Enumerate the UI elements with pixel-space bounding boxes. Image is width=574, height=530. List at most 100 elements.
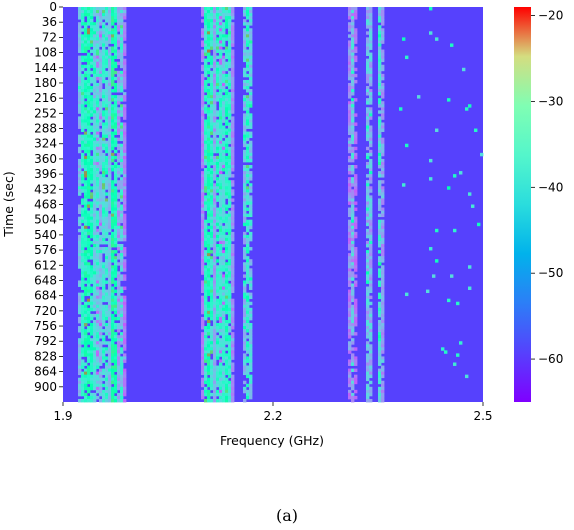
- heatmap-cell: [228, 392, 232, 397]
- heatmap-cell: [246, 180, 250, 184]
- heatmap-cell: [117, 362, 121, 366]
- heatmap-cell: [204, 131, 208, 136]
- heatmap-cell: [381, 307, 385, 312]
- heatmap-cell: [108, 277, 112, 281]
- heatmap-cell: [93, 28, 97, 32]
- heatmap-cell: [201, 174, 205, 178]
- heatmap-cell: [219, 7, 223, 11]
- heatmap-cell: [228, 168, 232, 172]
- heatmap-cell: [102, 171, 106, 175]
- heatmap-cell: [90, 180, 94, 184]
- heatmap-cell: [81, 16, 85, 20]
- heatmap-cell: [117, 395, 121, 400]
- heatmap-cell: [222, 119, 226, 123]
- heatmap-cell: [117, 55, 121, 60]
- heatmap-cell: [381, 268, 385, 272]
- heatmap-cell: [381, 313, 385, 318]
- heatmap-cell: [201, 389, 205, 394]
- heatmap-cell: [108, 313, 112, 318]
- heatmap-cell: [231, 152, 235, 157]
- heatmap-cell: [207, 16, 211, 20]
- heatmap-cell: [78, 371, 82, 376]
- heatmap-cell: [219, 389, 223, 394]
- heatmap-cell: [102, 22, 106, 26]
- heatmap-cell: [351, 253, 355, 257]
- heatmap-cell: [351, 316, 355, 321]
- heatmap-cell: [204, 231, 208, 236]
- heatmap-cell: [249, 383, 253, 388]
- heatmap-cell: [249, 152, 253, 157]
- heatmap-cell: [219, 204, 223, 208]
- heatmap-cell: [249, 323, 253, 327]
- heatmap-cell: [117, 234, 121, 239]
- heatmap-cell: [117, 326, 121, 330]
- heatmap-cell: [123, 268, 127, 272]
- heatmap-cell: [201, 13, 205, 17]
- heatmap-cell: [219, 247, 223, 251]
- heatmap-cell: [249, 301, 253, 306]
- heatmap-cell: [231, 319, 235, 324]
- heatmap-cell: [96, 237, 100, 242]
- heatmap-cell: [228, 152, 232, 157]
- heatmap-cell: [96, 67, 100, 72]
- heatmap-cell: [480, 152, 484, 157]
- heatmap-cell: [222, 37, 226, 41]
- heatmap-cell: [90, 192, 94, 196]
- heatmap-cell: [201, 86, 205, 90]
- heatmap-cell: [216, 398, 220, 403]
- heatmap-cell: [123, 149, 127, 154]
- heatmap-cell: [378, 140, 382, 145]
- heatmap-cell: [102, 177, 106, 181]
- heatmap-cell: [213, 131, 217, 136]
- heatmap-cell: [249, 295, 253, 300]
- heatmap-cell: [87, 107, 91, 111]
- heatmap-cell: [123, 389, 127, 394]
- heatmap-cell: [249, 195, 253, 199]
- heatmap-cell: [105, 292, 109, 297]
- heatmap-cell: [204, 25, 208, 29]
- heatmap-cell: [369, 329, 373, 333]
- heatmap-cell: [348, 7, 352, 11]
- heatmap-cell: [369, 231, 373, 236]
- heatmap-cell: [231, 335, 235, 339]
- heatmap-cell: [204, 374, 208, 379]
- heatmap-cell: [213, 307, 217, 312]
- heatmap-cell: [93, 234, 97, 239]
- heatmap-cell: [81, 122, 85, 126]
- heatmap-cell: [243, 319, 247, 324]
- heatmap-cell: [204, 46, 208, 50]
- heatmap-cell: [102, 125, 106, 129]
- heatmap-cell: [351, 313, 355, 318]
- heatmap-cell: [231, 174, 235, 178]
- heatmap-cell: [228, 128, 232, 132]
- heatmap-cell: [78, 259, 82, 263]
- heatmap-cell: [111, 326, 115, 330]
- heatmap-cells: [78, 7, 484, 403]
- heatmap-cell: [102, 329, 106, 333]
- heatmap-cell: [222, 280, 226, 284]
- heatmap-cell: [201, 55, 205, 60]
- heatmap-cell: [87, 271, 91, 275]
- heatmap-cell: [228, 171, 232, 175]
- heatmap-cell: [201, 332, 205, 336]
- heatmap-cell: [366, 341, 370, 345]
- heatmap-cell: [81, 292, 85, 297]
- heatmap-cell: [219, 271, 223, 275]
- heatmap-cell: [84, 304, 88, 309]
- y-tick-label: 0: [49, 0, 57, 14]
- heatmap-cell: [228, 353, 232, 357]
- heatmap-cell: [90, 137, 94, 142]
- heatmap-cell: [222, 307, 226, 312]
- heatmap-cell: [219, 265, 223, 269]
- heatmap-cell: [219, 353, 223, 357]
- heatmap-cell: [378, 131, 382, 136]
- heatmap-cell: [348, 40, 352, 44]
- heatmap-cell: [111, 341, 115, 345]
- heatmap-cell: [102, 131, 106, 136]
- heatmap-cell: [381, 365, 385, 369]
- heatmap-cell: [81, 79, 85, 84]
- heatmap-cell: [114, 259, 118, 263]
- heatmap-cell: [219, 116, 223, 120]
- heatmap-cell: [228, 64, 232, 69]
- heatmap-cell: [81, 280, 85, 284]
